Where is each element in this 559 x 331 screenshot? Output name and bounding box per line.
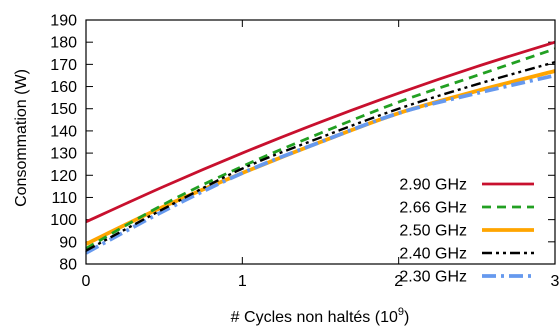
x-axis-title-suffix: ) xyxy=(404,309,409,326)
series-line-290 xyxy=(85,40,556,224)
x-tick-label: 2 xyxy=(394,273,403,290)
legend-label: 2.90 GHz xyxy=(399,177,467,194)
series-line-230 xyxy=(85,73,556,255)
legend: 2.90 GHz 2.66 GHz 2.50 GHz 2.40 GHz 2.30 GHz xyxy=(399,177,534,286)
y-axis-title-group: Consommation (W) xyxy=(13,69,30,207)
y-tick-label: 110 xyxy=(51,190,77,207)
axis-ticks: 80 90 100 110 120 130 140 150 160 170 180 190 0 1 2 3 xyxy=(50,13,559,291)
x-tick-label: 1 xyxy=(238,273,247,290)
x-tick-label: 3 xyxy=(551,273,559,290)
series-line-240 xyxy=(85,60,556,252)
y-tick-label: 180 xyxy=(50,35,77,52)
y-tick-label: 140 xyxy=(50,123,77,140)
x-tick-label: 0 xyxy=(82,273,91,290)
series-line-250 xyxy=(85,69,556,246)
legend-label: 2.66 GHz xyxy=(399,200,467,217)
series-lines xyxy=(85,40,556,255)
x-axis-title-exponent: 9 xyxy=(398,306,404,318)
y-tick-label: 190 xyxy=(50,13,77,30)
legend-label: 2.40 GHz xyxy=(399,246,467,263)
y-tick-label: 80 xyxy=(59,257,77,274)
y-tick-label: 120 xyxy=(50,168,77,185)
y-tick-label: 150 xyxy=(50,101,77,118)
y-tick-label: 90 xyxy=(59,234,77,251)
plot-frame xyxy=(85,19,556,265)
y-tick-label: 130 xyxy=(50,146,77,163)
legend-label: 2.50 GHz xyxy=(399,223,467,240)
y-axis-title: Consommation (W) xyxy=(13,69,30,207)
y-tick-label: 160 xyxy=(50,79,77,96)
y-tick-label: 100 xyxy=(50,212,77,229)
series-line-266 xyxy=(85,47,556,250)
y-tick-label: 170 xyxy=(50,57,77,74)
x-axis-title-main: # Cycles non haltés (10 xyxy=(231,309,398,326)
x-axis-title: # Cycles non haltés (109) xyxy=(231,306,410,326)
legend-label: 2.30 GHz xyxy=(399,269,467,286)
